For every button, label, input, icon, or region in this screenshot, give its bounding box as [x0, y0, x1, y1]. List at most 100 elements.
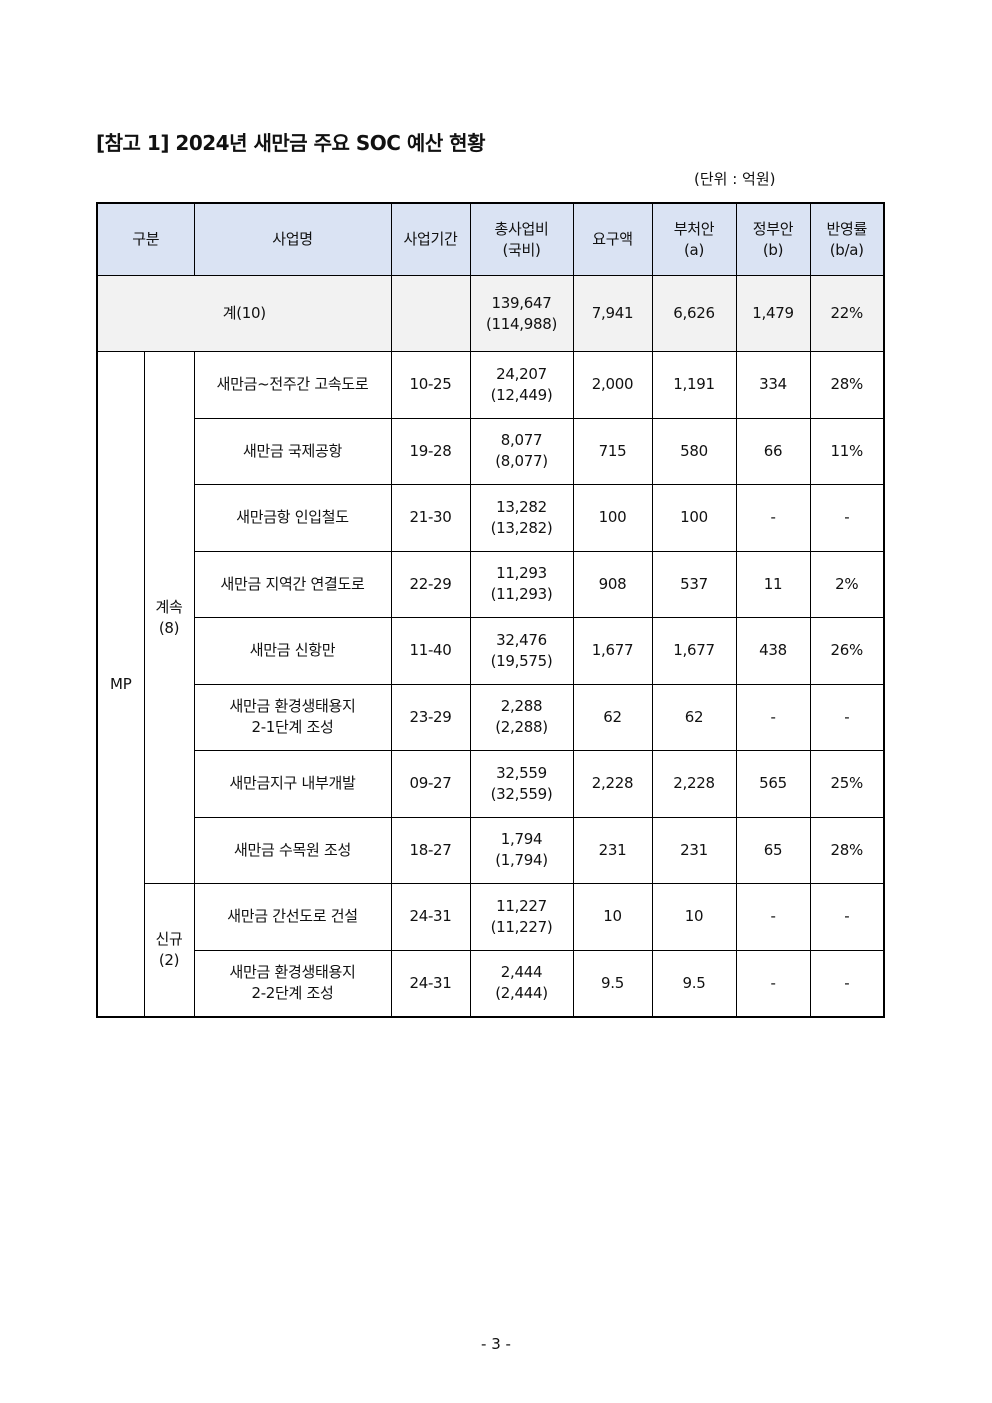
project-government: - — [735, 883, 811, 951]
soc-budget-table: 구분 사업명 사업기간 총사업비 (국비) 요구액 부처안 (a) 정부안 (b) 반… — [96, 202, 885, 1018]
project-ministry: 1,677 — [651, 617, 737, 685]
project-government: 334 — [735, 351, 811, 419]
project-total-cost: 1,794 (1,794) — [469, 816, 574, 884]
table-row: MP 계속 (8) 새만금~전주간 고속도로 10-25 24,207 (12,449) 2,… — [96, 351, 885, 1018]
table-row: 새만금항 인입철도 21-30 13,282 (13,282) 100 100- - — [97, 484, 885, 552]
project-ministry: 580 — [651, 417, 737, 485]
project-ministry: 100 — [651, 484, 737, 552]
unit-note: (단위 : 억원) — [694, 170, 776, 188]
project-ratio: 26% — [809, 617, 885, 685]
project-total-cost: 32,476 (19,575) — [469, 617, 574, 685]
total-cost: 139,647 (114,988) — [469, 275, 574, 352]
project-ratio: 25% — [809, 750, 885, 818]
project-request: 908 — [572, 550, 653, 618]
header-request: 요구액 — [572, 202, 653, 276]
project-name: 새만금지구 내부개발 — [193, 750, 392, 818]
table-row: 새만금 환경생태용지 2-1단계 조성 23-29 2,288 (2,288) 62 62-… — [97, 683, 885, 751]
total-period — [390, 275, 471, 352]
project-request: 2,228 — [572, 750, 653, 818]
project-request: 100 — [572, 484, 653, 552]
project-period: 11-40 — [390, 617, 471, 685]
project-name: 새만금~전주간 고속도로 — [193, 351, 392, 419]
project-government: 565 — [735, 750, 811, 818]
project-name: 새만금 수목원 조성 — [193, 816, 392, 884]
document-title: [참고 1] 2024년 새만금 주요 SOC 예산 현황 — [96, 131, 486, 155]
project-name: 새만금 신항만 — [193, 617, 392, 685]
table-row: 새만금 환경생태용지 2-2단계 조성 24-31 2,444 (2,444) 9.5 9.… — [97, 949, 885, 1018]
project-ratio: - — [809, 883, 885, 951]
project-ratio: 11% — [809, 417, 885, 485]
project-government: - — [735, 683, 811, 751]
project-ministry: 10 — [651, 883, 737, 951]
project-ratio: 2% — [809, 550, 885, 618]
project-total-cost: 8,077 (8,077) — [469, 417, 574, 485]
total-request: 7,941 — [572, 275, 653, 352]
project-period: 10-25 — [390, 351, 471, 419]
project-government: - — [735, 949, 811, 1018]
project-request: 2,000 — [572, 351, 653, 419]
header-ratio: 반영률 (b/a) — [809, 202, 885, 276]
project-period: 09-27 — [390, 750, 471, 818]
total-label: 계(10) — [96, 275, 392, 352]
header-row: 구분 사업명 사업기간 총사업비 (국비) 요구액 부처안 (a) 정부안 (b) 반… — [96, 202, 885, 276]
project-ministry: 231 — [651, 816, 737, 884]
project-ministry: 1,191 — [651, 351, 737, 419]
project-government: 66 — [735, 417, 811, 485]
project-name: 새만금 환경생태용지 2-1단계 조성 — [193, 683, 392, 751]
project-ratio: 28% — [809, 816, 885, 884]
table-row: 새만금 지역간 연결도로 22-29 11,293 (11,293) 908 537 11 2… — [97, 550, 885, 618]
project-total-cost: 2,444 (2,444) — [469, 949, 574, 1018]
project-total-cost: 11,293 (11,293) — [469, 550, 574, 618]
subgroup-label: 계속 (8) — [143, 351, 195, 884]
project-name: 새만금 지역간 연결도로 — [193, 550, 392, 618]
project-ratio: - — [809, 949, 885, 1018]
project-period: 24-31 — [390, 883, 471, 951]
project-period: 19-28 — [390, 417, 471, 485]
project-ministry: 2,228 — [651, 750, 737, 818]
project-period: 22-29 — [390, 550, 471, 618]
table-row: 신규 (2) 새만금 간선도로 건설 24-31 11,227 (11,227) 10 10-… — [97, 883, 885, 1018]
project-request: 9.5 — [572, 949, 653, 1018]
project-period: 24-31 — [390, 949, 471, 1018]
project-ministry: 537 — [651, 550, 737, 618]
project-name: 새만금 환경생태용지 2-2단계 조성 — [193, 949, 392, 1018]
project-government: 11 — [735, 550, 811, 618]
project-total-cost: 24,207 (12,449) — [469, 351, 574, 419]
project-ratio: 28% — [809, 351, 885, 419]
page-number: - 3 - — [481, 1335, 511, 1353]
project-total-cost: 32,559 (32,559) — [469, 750, 574, 818]
table-row: 새만금 수목원 조성 18-27 1,794 (1,794) 231 231 65 28% — [97, 816, 885, 884]
project-total-cost: 2,288 (2,288) — [469, 683, 574, 751]
total-ministry: 6,626 — [651, 275, 737, 352]
project-ratio: - — [809, 484, 885, 552]
header-ministry: 부처안 (a) — [651, 202, 737, 276]
total-ratio: 22% — [809, 275, 885, 352]
project-government: 438 — [735, 617, 811, 685]
project-period: 21-30 — [390, 484, 471, 552]
project-request: 62 — [572, 683, 653, 751]
project-total-cost: 13,282 (13,282) — [469, 484, 574, 552]
project-ratio: - — [809, 683, 885, 751]
table-row: 새만금 신항만 11-40 32,476 (19,575) 1,677 1,677 438 2… — [97, 617, 885, 685]
project-period: 18-27 — [390, 816, 471, 884]
project-total-cost: 11,227 (11,227) — [469, 883, 574, 951]
project-ministry: 9.5 — [651, 949, 737, 1018]
header-period: 사업기간 — [390, 202, 471, 276]
total-government: 1,479 — [735, 275, 811, 352]
project-request: 715 — [572, 417, 653, 485]
project-government: - — [735, 484, 811, 552]
table-row: 새만금지구 내부개발 09-27 32,559 (32,559) 2,228 2,228 5… — [97, 750, 885, 818]
project-government: 65 — [735, 816, 811, 884]
project-name: 새만금항 인입철도 — [193, 484, 392, 552]
subgroup-label: 신규 (2) — [143, 883, 195, 1018]
header-government: 정부안 (b) — [735, 202, 811, 276]
project-ministry: 62 — [651, 683, 737, 751]
header-category: 구분 — [96, 202, 195, 276]
project-period: 23-29 — [390, 683, 471, 751]
project-name: 새만금 국제공항 — [193, 417, 392, 485]
project-request: 231 — [572, 816, 653, 884]
project-name: 새만금 간선도로 건설 — [193, 883, 392, 951]
total-row: 계(10) 139,647 (114,988) 7,941 6,626 1,479… — [96, 275, 885, 352]
table-row: 새만금 국제공항 19-28 8,077 (8,077) 715 580 66 11% — [97, 417, 885, 485]
header-project: 사업명 — [193, 202, 392, 276]
